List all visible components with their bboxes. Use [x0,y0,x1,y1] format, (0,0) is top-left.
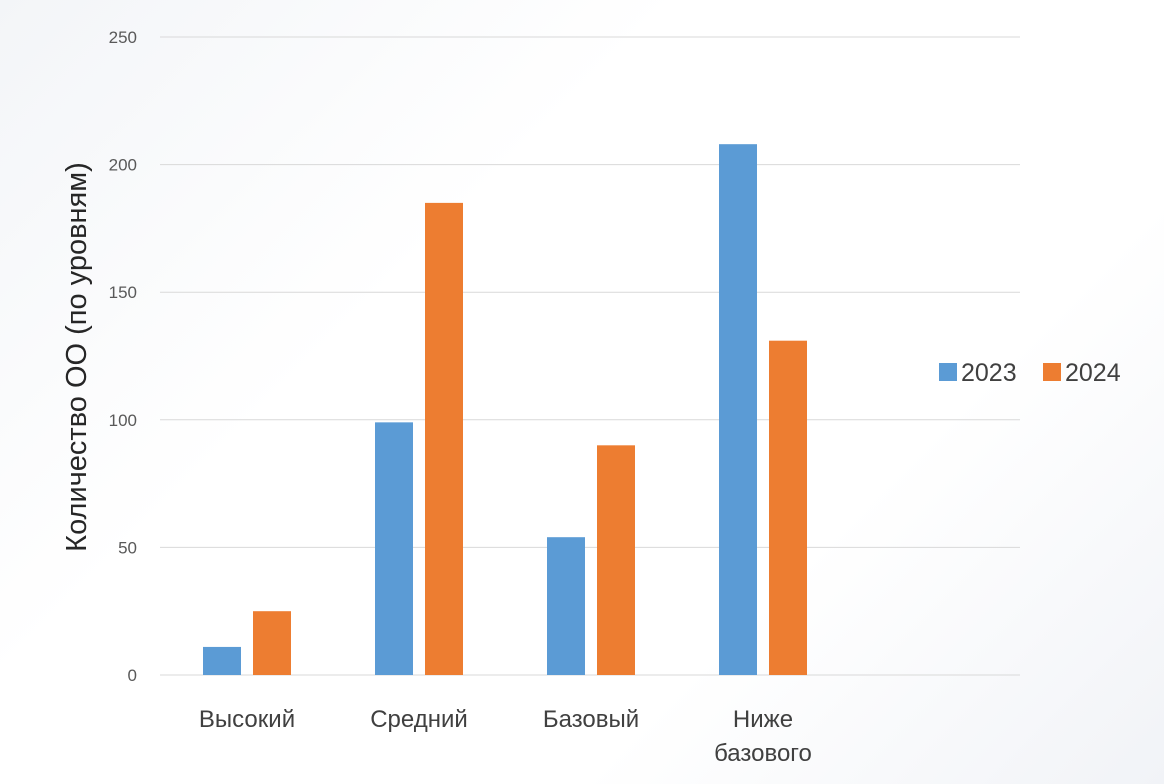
y-axis-ticks: 0 50 100 150 200 250 [109,28,137,685]
legend-label-2023: 2023 [961,359,1017,387]
bar-2024-3 [769,340,807,675]
bar-2023-1 [375,422,413,675]
bar-2023-2 [547,537,585,675]
y-tick-label: 50 [118,538,137,557]
bars [203,144,807,675]
y-tick-label: 200 [109,156,137,175]
x-category-label: Ниже [733,706,793,733]
bar-2023-3 [719,144,757,675]
x-axis-categories: Высокий Средний Базовый Ниже базового [199,706,812,767]
x-category-label: базового [714,740,812,767]
y-tick-label: 100 [109,411,137,430]
bar-2024-1 [425,202,463,675]
x-category-label: Базовый [543,706,639,733]
legend: 2023 2024 [939,359,1121,387]
y-tick-label: 150 [109,283,137,302]
legend-label-2024: 2024 [1065,359,1121,387]
bar-2024-0 [253,611,291,675]
bar-2023-0 [203,646,241,675]
x-category-label: Высокий [199,706,295,733]
bar-2024-2 [597,445,635,675]
gridlines [160,36,1020,676]
y-tick-label: 0 [128,666,137,685]
legend-swatch-2024 [1043,363,1061,381]
legend-swatch-2023 [939,363,957,381]
y-tick-label: 250 [109,28,137,47]
x-category-label: Средний [370,706,468,733]
y-axis-label: Количество ОО (по уровням) [61,162,93,552]
